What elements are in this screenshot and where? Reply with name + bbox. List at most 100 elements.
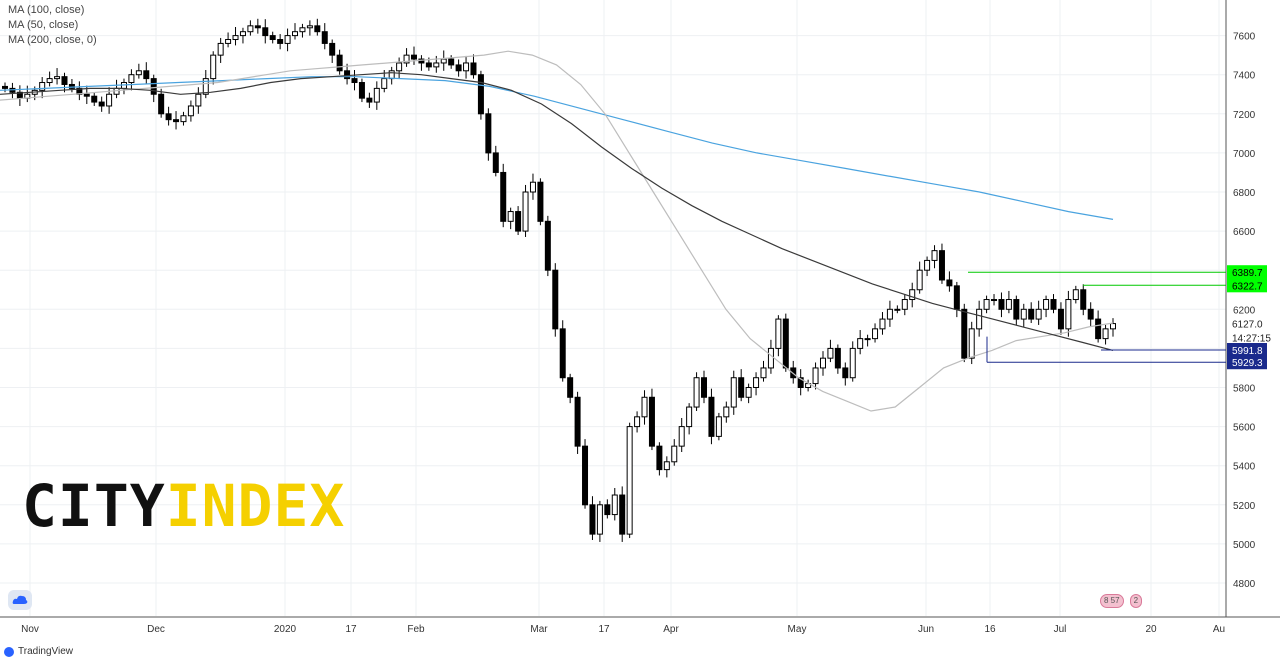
- candle-body: [738, 377, 745, 398]
- candle-body: [782, 318, 789, 369]
- legend-ma200[interactable]: MA (200, close, 0): [8, 34, 97, 46]
- x-tick-label: Dec: [147, 624, 165, 635]
- candle-body: [373, 87, 380, 103]
- tradingview-brand-text[interactable]: TradingView: [18, 646, 74, 657]
- candle-body: [344, 70, 351, 80]
- event-marker-splits[interactable]: 2: [1129, 594, 1143, 608]
- candle-body: [663, 461, 670, 471]
- candle-body: [143, 70, 150, 80]
- legend-ma100[interactable]: MA (100, close): [8, 4, 85, 16]
- candle-body: [254, 25, 261, 29]
- x-tick-label: Nov: [21, 624, 39, 635]
- candle-body: [91, 95, 98, 103]
- candle-body: [277, 39, 284, 44]
- candle-body: [128, 74, 135, 84]
- candle-body: [106, 93, 113, 107]
- x-tick-label: May: [788, 624, 807, 635]
- candle-body: [388, 70, 395, 80]
- candle-body: [381, 78, 388, 89]
- candle-body: [135, 70, 142, 76]
- candle-body: [522, 191, 529, 232]
- y-tick-label: 5400: [1233, 462, 1256, 473]
- candle-body: [961, 308, 968, 359]
- candle-body: [195, 93, 202, 107]
- city-index-logo: CITYINDEX: [22, 476, 345, 536]
- candle-body: [418, 58, 425, 64]
- y-tick-label: 7400: [1233, 71, 1256, 82]
- candle-body: [976, 308, 983, 330]
- candle-body: [834, 347, 841, 369]
- event-markers: 8 57 2: [1100, 594, 1143, 608]
- candle-body: [953, 285, 960, 310]
- candle-body: [329, 42, 336, 56]
- y-tick-label: 6200: [1233, 305, 1256, 316]
- candle-body: [938, 250, 945, 281]
- candle-body: [574, 396, 581, 447]
- price-label: 5991.8: [1232, 346, 1263, 357]
- candle-body: [909, 289, 916, 301]
- candle-body: [641, 396, 648, 418]
- event-marker-dividends[interactable]: 8 57: [1100, 594, 1124, 608]
- candle-body: [54, 76, 61, 80]
- candle-body: [515, 211, 522, 232]
- candle-body: [730, 377, 737, 408]
- candle-body: [1057, 308, 1064, 330]
- candle-body: [165, 113, 172, 121]
- candle-body: [1043, 299, 1050, 310]
- candle-body: [678, 426, 685, 447]
- candle-body: [537, 181, 544, 222]
- x-tick-label: 2020: [274, 624, 297, 635]
- ma200-line: [0, 76, 1114, 220]
- candle-body: [604, 504, 611, 516]
- candle-body: [336, 54, 343, 72]
- candle-body: [485, 113, 492, 154]
- legend-ma50[interactable]: MA (50, close): [8, 19, 79, 31]
- y-tick-label: 5000: [1233, 540, 1256, 551]
- candle-body: [589, 504, 596, 535]
- candle-body: [46, 78, 53, 84]
- x-tick-label: Feb: [407, 624, 425, 635]
- candle-body: [812, 367, 819, 385]
- candle-body: [314, 25, 321, 33]
- candle-body: [217, 42, 224, 56]
- price-label-bg: [1227, 355, 1267, 370]
- candle-body: [321, 31, 328, 44]
- candle-body: [1035, 308, 1042, 320]
- candle-body: [656, 445, 663, 471]
- candle-body: [611, 494, 618, 516]
- candle-body: [708, 396, 715, 437]
- candle-body: [819, 357, 826, 369]
- candle-body: [1065, 299, 1072, 330]
- candle-body: [1028, 308, 1035, 320]
- y-tick-label: 7600: [1233, 32, 1256, 43]
- candle-body: [1102, 328, 1109, 340]
- y-tick-label: 5200: [1233, 501, 1256, 512]
- candle-body: [284, 35, 291, 44]
- candle-body: [596, 504, 603, 535]
- candle-body: [857, 338, 864, 349]
- price-label: 6127.0: [1232, 320, 1263, 331]
- candle-body: [83, 93, 90, 97]
- candle-body: [1020, 308, 1027, 320]
- candle-body: [239, 31, 246, 37]
- candle-body: [463, 62, 470, 72]
- candle-body: [210, 54, 217, 80]
- candle-body: [425, 62, 432, 68]
- logo-city-text: CITY: [22, 472, 166, 540]
- tradingview-cloud-icon[interactable]: [8, 590, 32, 610]
- candle-body: [864, 338, 871, 341]
- candle-body: [931, 250, 938, 261]
- candle-body: [1072, 289, 1079, 301]
- candle-body: [946, 279, 953, 287]
- candle-body: [886, 308, 893, 320]
- candle-body: [671, 445, 678, 463]
- price-label: 5929.3: [1232, 358, 1263, 369]
- candle-body: [567, 377, 574, 398]
- candle-body: [2, 85, 8, 89]
- candle-body: [767, 347, 774, 369]
- candle-body: [61, 76, 68, 85]
- candle-body: [648, 396, 655, 447]
- y-tick-label: 6800: [1233, 188, 1256, 199]
- x-tick-label: Apr: [663, 624, 679, 635]
